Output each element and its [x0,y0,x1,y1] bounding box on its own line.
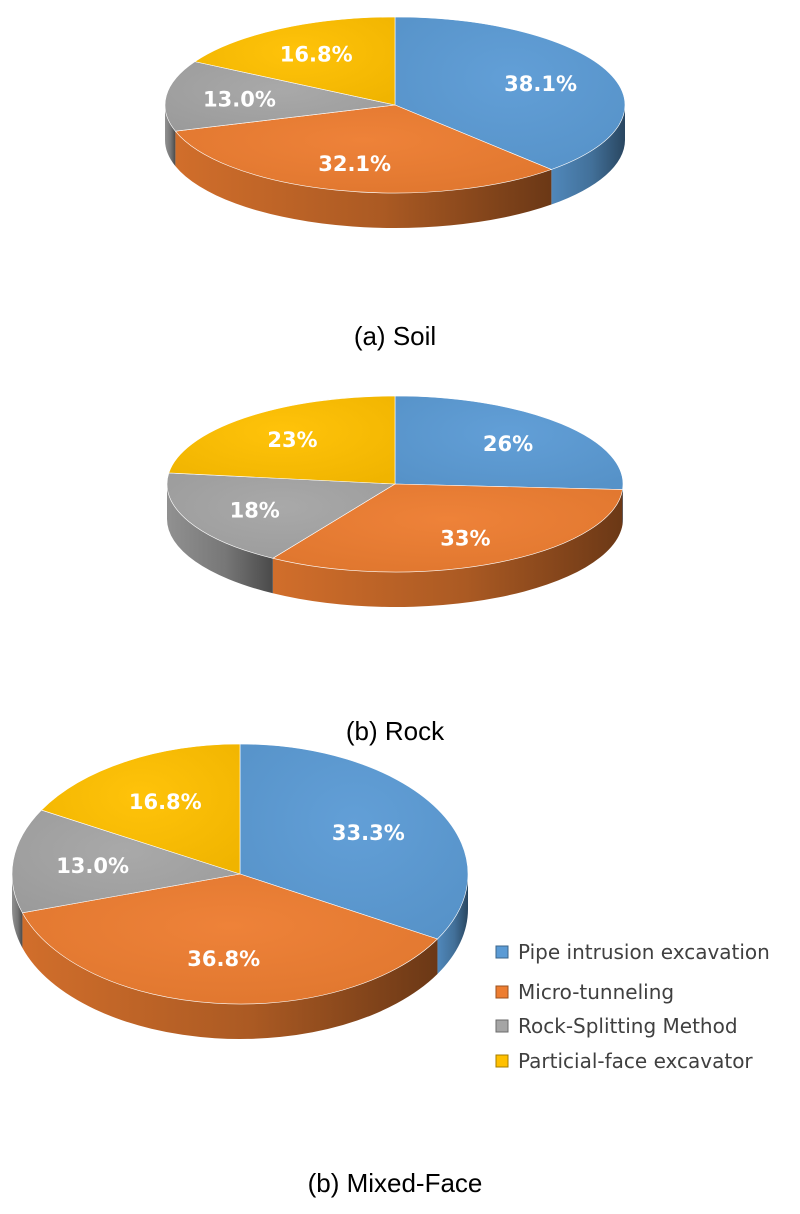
slice-particial-face-excavator [168,395,396,485]
slice-rock-splitting-method [164,61,396,132]
pie-chart-mixed-face: 33.3% 36.8% 13.0% 16.8% [11,743,469,1039]
legend-swatch-icon [495,1054,509,1068]
slice-pipe-intrusion-excavation [239,743,469,940]
slice-rock-splitting-method [11,809,241,914]
legend-swatch-icon [495,945,509,959]
slice-side-rock-splitting-method [167,484,273,594]
slice-side-rock-splitting-method [12,874,23,948]
data-label-rock-splitting-method: 18% [230,498,280,522]
slice-micro-tunneling [174,104,553,194]
slice-micro-tunneling [21,873,439,1005]
legend-label: Micro-tunneling [518,980,674,1004]
data-label-micro-tunneling: 32.1% [318,152,391,176]
data-label-micro-tunneling: 36.8% [187,947,260,971]
slice-side-micro-tunneling [22,912,438,1039]
data-label-pipe-intrusion-excavation: 26% [483,432,533,456]
caption-mixed-face: (b) Mixed-Face [308,1168,483,1198]
data-label-rock-splitting-method: 13.0% [56,854,129,878]
data-label-particial-face-excavator: 16.8% [280,42,353,66]
legend-item-particial-face: Particial-face excavator [495,1049,753,1073]
caption-soil: (a) Soil [354,321,436,351]
legend-swatch-icon [495,985,509,999]
pie-chart-soil: 38.1% 32.1% 13.0%16.8% [164,16,626,228]
slice-rock-splitting-method [166,472,396,559]
slice-pipe-intrusion-excavation [394,395,624,490]
legend-item-pipe-intrusion: Pipe intrusion excavation [495,940,770,964]
caption-rock: (b) Rock [346,716,445,746]
slice-side-micro-tunneling [272,489,623,608]
legend-label: Particial-face excavator [518,1049,753,1073]
legend-item-micro-tunneling: Micro-tunneling [495,980,674,1004]
slice-particial-face-excavator [194,16,396,106]
legend-item-rock-splitting: Rock-Splitting Method [495,1014,738,1038]
data-label-pipe-intrusion-excavation: 38.1% [504,72,577,96]
legend-label: Pipe intrusion excavation [518,940,770,964]
slice-particial-face-excavator [40,743,241,875]
slice-pipe-intrusion-excavation [394,16,626,170]
slice-side-pipe-intrusion-excavation [437,874,468,974]
data-label-pipe-intrusion-excavation: 33.3% [332,821,405,845]
slice-micro-tunneling [272,483,623,573]
slice-side-micro-tunneling [175,131,552,228]
slice-side-rock-splitting-method [165,105,176,167]
slice-side-pipe-intrusion-excavation [551,105,625,205]
legend-label: Rock-Splitting Method [518,1014,738,1038]
data-label-micro-tunneling: 33% [440,526,490,550]
data-label-particial-face-excavator: 16.8% [129,790,202,814]
pie-chart-rock: 26% 33% 18% 23% [166,395,624,608]
data-label-particial-face-excavator: 23% [267,428,317,452]
legend: Pipe intrusion excavation Micro-tunnelin… [495,940,770,1073]
data-label-rock-splitting-method: 13.0% [203,88,276,112]
legend-swatch-icon [495,1019,509,1033]
